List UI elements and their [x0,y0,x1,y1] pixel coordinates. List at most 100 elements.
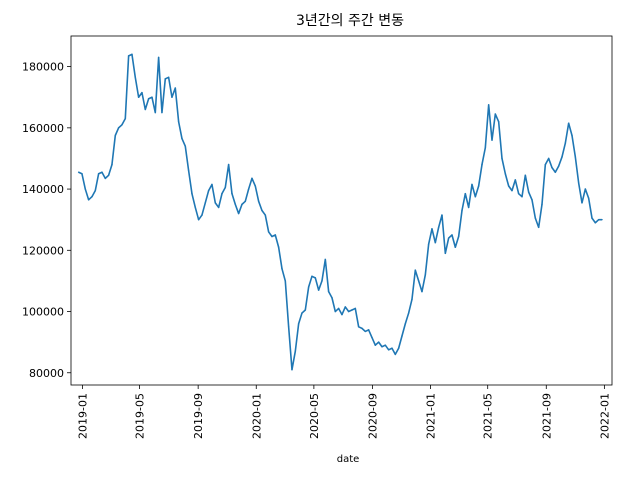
data-point [184,145,186,147]
data-point [391,347,393,349]
x-tick-label: 2021-01 [425,393,438,439]
data-point [424,274,427,276]
data-point [291,368,293,371]
data-point [454,246,457,248]
data-point [311,275,313,278]
data-point [431,228,433,230]
data-point [471,183,473,186]
data-point [131,53,133,56]
data-point [81,173,83,175]
x-tick-label: 2020-01 [250,393,263,439]
data-point [441,214,443,216]
data-point [581,202,583,204]
data-point [524,174,527,176]
data-point [167,76,170,79]
x-tick-label: 2019-09 [192,393,205,439]
data-point [197,218,200,221]
data-point [501,157,503,160]
x-tick-label: 2021-05 [482,393,495,439]
data-point [324,258,327,261]
x-tick-label: 2020-05 [308,393,321,439]
data-point [224,186,226,189]
data-point [541,203,543,206]
data-point [284,280,286,282]
data-point [247,188,250,190]
data-point [487,104,490,106]
data-point [107,174,110,176]
data-point [401,335,403,337]
data-point [304,309,307,311]
data-point [601,218,603,221]
data-point [567,122,570,124]
data-point [484,147,487,149]
data-point [374,344,377,346]
data-point [141,91,143,94]
data-point [337,307,340,310]
data-point [117,127,120,129]
data-point [597,218,600,221]
data-point [271,235,273,238]
data-point [437,226,440,229]
data-point [274,234,276,236]
data-point [557,165,560,167]
data-point [384,344,387,346]
data-point [317,289,320,291]
data-point [121,124,123,126]
data-point [257,200,260,203]
data-point [397,347,400,349]
data-point [231,192,233,195]
data-point [144,108,146,111]
data-point [587,197,590,199]
data-point [191,192,193,195]
data-point [294,350,297,353]
data-point [417,280,420,282]
data-point [467,206,470,209]
x-tick-label: 2019-01 [76,393,89,439]
data-point [584,188,587,190]
data-point [464,192,467,195]
data-point [124,117,126,120]
data-point [367,329,370,331]
data-point [404,323,407,325]
data-point [174,87,176,89]
data-point [371,336,373,339]
data-point [111,163,113,166]
data-point [287,326,290,328]
data-point [504,173,507,175]
data-point [377,341,380,343]
data-point [164,78,166,80]
data-point [254,185,256,187]
data-point [327,290,330,293]
series-layer [77,53,603,371]
x-axis: 2019-01 2019-05 2019-09 2020-01 2020-05 2020-… [76,385,611,439]
data-point [261,209,263,212]
data-point [137,96,140,98]
data-point [177,121,180,123]
data-point [214,202,216,204]
data-point [591,217,593,219]
data-point [517,192,520,195]
data-point [264,214,266,216]
data-point [94,189,96,192]
data-point [381,346,383,348]
data-point [97,173,100,175]
y-axis: 80000 100000 120000 140000 160000 180000 [22,61,71,380]
data-point [281,267,283,270]
data-point [497,121,500,123]
data-point [574,156,577,158]
data-point [527,191,530,193]
data-point [474,196,477,198]
data-point [171,96,173,98]
data-point [331,297,333,299]
x-tick-label: 2022-01 [598,393,611,439]
y-tick-label: 180000 [22,61,64,74]
data-point [421,290,423,293]
data-point [211,183,213,186]
data-point [181,137,183,140]
data-point [321,280,323,282]
data-point [297,323,300,325]
data-point [157,56,160,59]
plot-area-frame [70,35,613,386]
data-point [361,327,363,330]
data-point [507,185,510,187]
